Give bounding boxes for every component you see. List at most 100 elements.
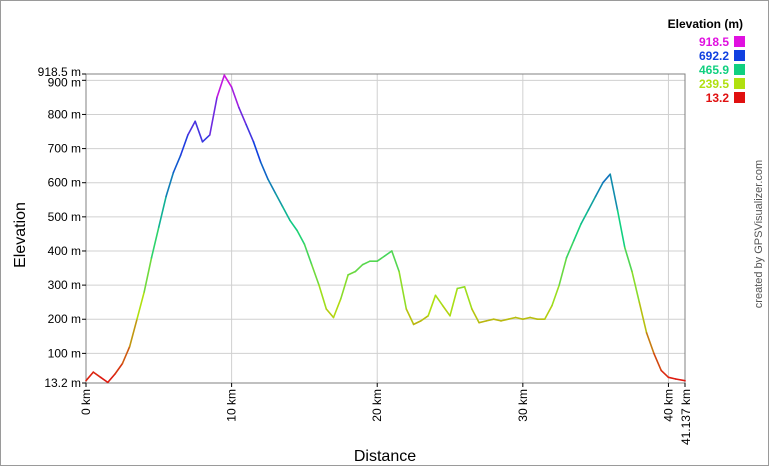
elevation-segment [245,123,255,143]
elevation-segment [114,362,124,375]
elevation-segment [150,226,160,259]
legend-title: Elevation (m) [668,17,743,31]
elevation-segment [514,316,524,321]
elevation-segment [478,320,488,324]
elevation-segment [441,304,451,317]
elevation-segment [412,320,422,326]
elevation-segment [638,301,648,334]
grid-lines [86,74,685,383]
legend-value: 918.5 [699,35,729,49]
elevation-segment [609,173,619,211]
legend-swatch [734,50,745,61]
y-tick-label: 13.2 m [44,376,81,390]
elevation-segment [187,120,196,136]
y-tick-label: 200 m [48,312,81,326]
elevation-segment [332,297,342,319]
credit-text: created by GPSVisualizer.com [753,160,765,308]
elevation-segment [529,316,539,321]
x-tick-label: 40 km [661,389,675,422]
y-tick-label: 400 m [48,244,81,258]
elevation-segment [354,263,364,273]
elevation-segment [230,86,240,109]
elevation-segment [427,294,437,317]
elevation-segment [267,178,277,194]
elevation-line [85,74,686,384]
elevation-segment [318,284,328,310]
elevation-segment [281,205,291,222]
elevation-segment [201,134,211,143]
elevation-segment [121,345,131,365]
elevation-segment [107,373,116,384]
elevation-segment [660,369,670,379]
elevation-segment [274,192,284,208]
elevation-segment [616,209,626,249]
elevation-segment [158,195,167,228]
elevation-segment [492,318,502,322]
elevation-segment [289,219,298,232]
elevation-segment [587,195,597,211]
elevation-segment [165,171,175,198]
elevation-segment [456,285,466,290]
elevation-segment [383,250,393,257]
plot-area [85,73,686,384]
elevation-segment [543,304,553,321]
y-tick-label: 300 m [48,278,81,292]
elevation-segment [143,256,153,293]
elevation-segment [390,250,400,273]
elevation-segment [558,256,568,286]
elevation-segment [209,96,218,136]
y-tick-label: 900 m [48,75,81,89]
elevation-segment [463,285,473,310]
elevation-segment [653,352,663,372]
elevation-segment [500,318,510,322]
elevation-segment [376,255,386,263]
x-tick-label: 10 km [225,389,239,422]
elevation-segment [623,246,633,273]
elevation-segment [296,229,306,245]
x-tick-label: 30 km [516,389,530,422]
y-tick-label: 100 m [48,346,81,360]
elevation-segment [551,284,561,307]
elevation-segment [667,376,677,380]
elevation-segment [485,318,495,322]
elevation-segment [99,376,109,384]
y-axis-title: Elevation [12,202,29,268]
elevation-segment [507,316,517,321]
y-tick-label: 600 m [48,176,81,190]
elevation-segment [128,318,138,348]
elevation-segment [645,332,655,355]
elevation-segment [602,173,612,184]
x-tick-label: 41.137 km [679,389,693,445]
elevation-segment [398,270,408,310]
elevation-segment [631,270,641,304]
elevation-segment [252,141,262,163]
y-tick-label: 800 m [48,107,81,121]
x-tick-label: 0 km [79,389,93,415]
elevation-segment [194,120,204,143]
elevation-segment [85,371,95,382]
elevation-segment [565,239,575,259]
elevation-segment [580,209,590,225]
elevation-segment [303,243,313,266]
elevation-segment [216,74,226,99]
legend-swatch [734,92,745,103]
y-tick-label: 500 m [48,210,81,224]
legend-value: 692.2 [699,49,729,63]
elevation-segment [325,308,335,319]
elevation-segment [92,371,102,379]
y-tick-label: 918.5 m [38,65,81,79]
elevation-segment [310,263,320,286]
legend-value: 239.5 [699,77,729,91]
elevation-segment [521,316,531,321]
elevation-segment [223,74,233,88]
x-axis-title: Distance [354,448,416,465]
legend-value: 13.2 [706,91,730,105]
x-tick-label: 20 km [370,389,384,422]
elevation-segment [674,378,686,382]
elevation-segment [238,106,247,126]
elevation-segment [347,270,357,276]
elevation-segment [339,274,349,300]
elevation-segment [172,154,182,174]
